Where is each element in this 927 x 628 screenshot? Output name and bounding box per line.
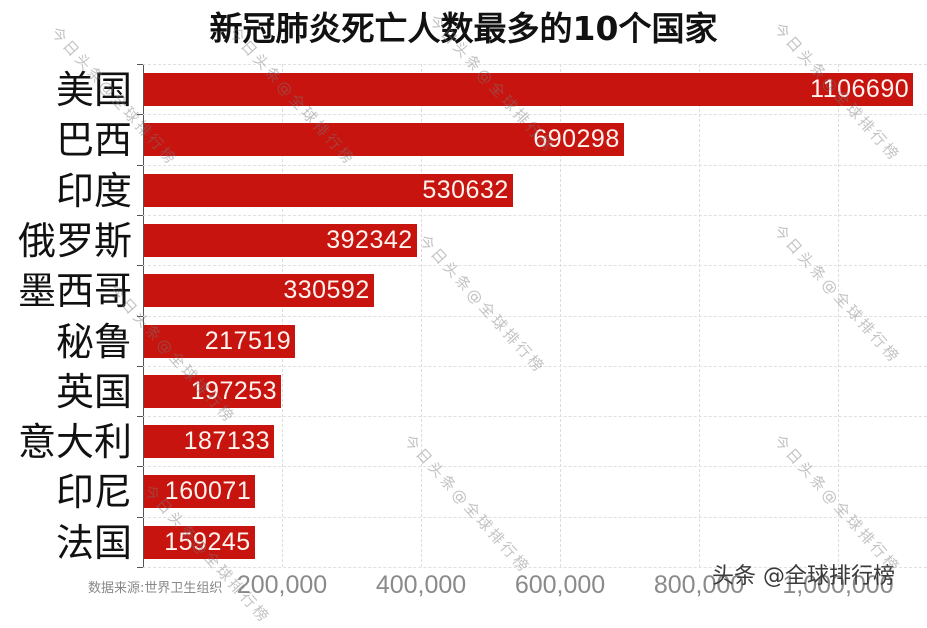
y-tick [137, 416, 143, 418]
chart-title: 新冠肺炎死亡人数最多的10个国家 [209, 9, 718, 48]
y-tick [137, 214, 143, 216]
category-label: 墨西哥 [17, 269, 132, 314]
y-tick [137, 516, 143, 518]
bar: 1106690 [144, 73, 914, 106]
bar: 197253 [144, 374, 282, 408]
bar-value-label: 690298 [533, 125, 620, 154]
y-tick [137, 64, 143, 65]
y-gridline [143, 567, 927, 568]
bar: 187133 [144, 425, 275, 459]
y-gridline [143, 315, 927, 317]
bar: 392342 [144, 223, 417, 257]
bar-value-label: 187133 [183, 427, 271, 456]
y-gridline [143, 265, 927, 267]
y-gridline [143, 214, 927, 216]
y-tick [137, 365, 143, 367]
y-gridline [143, 365, 927, 367]
bar-value-label: 330592 [283, 276, 370, 305]
y-gridline [143, 466, 927, 468]
bar: 217519 [144, 324, 296, 358]
category-label: 法国 [55, 520, 132, 565]
category-label: 印尼 [55, 470, 132, 515]
x-tick-label: 600,000 [514, 571, 606, 599]
y-tick [137, 315, 143, 317]
y-tick [137, 164, 143, 166]
bar-value-label: 392342 [326, 225, 413, 254]
bar-value-label: 530632 [422, 175, 509, 204]
category-label: 巴西 [55, 118, 132, 163]
credit-watermark: 头条 @全球排行榜 [712, 564, 895, 589]
bar: 330592 [144, 274, 374, 308]
category-label: 印度 [55, 168, 132, 213]
category-label: 俄罗斯 [17, 218, 132, 263]
x-tick-label: 1,000,000 [782, 571, 894, 599]
bar-value-label: 160071 [164, 477, 252, 506]
bar: 160071 [144, 475, 256, 509]
category-label: 英国 [55, 369, 132, 414]
y-gridline [143, 164, 927, 166]
x-tick-label: 400,000 [375, 571, 467, 599]
category-label: 意大利 [17, 420, 132, 465]
category-label: 秘鲁 [55, 319, 132, 364]
y-gridline [143, 64, 927, 65]
bar-value-label: 1106690 [810, 75, 910, 103]
y-gridline [143, 516, 927, 518]
x-tick-label: 200,000 [236, 571, 328, 599]
y-tick [137, 466, 143, 468]
data-source-note: 数据来源:世界卫生组织 [88, 581, 223, 596]
bar-value-label: 159245 [164, 527, 251, 556]
y-gridline [143, 416, 927, 418]
bar-value-label: 217519 [204, 326, 292, 355]
y-tick [137, 114, 143, 116]
category-label: 美国 [55, 68, 132, 112]
y-tick [137, 265, 143, 267]
plot-area: 1106690 690298 530632 392342 330592 217519 197… [137, 64, 927, 568]
y-gridline [143, 114, 927, 116]
y-tick [137, 567, 143, 568]
bar-value-label: 197253 [190, 376, 278, 405]
x-tick-label: 800,000 [653, 571, 745, 599]
bar: 690298 [144, 123, 624, 157]
bar: 530632 [144, 173, 513, 207]
bar: 159245 [144, 525, 255, 559]
